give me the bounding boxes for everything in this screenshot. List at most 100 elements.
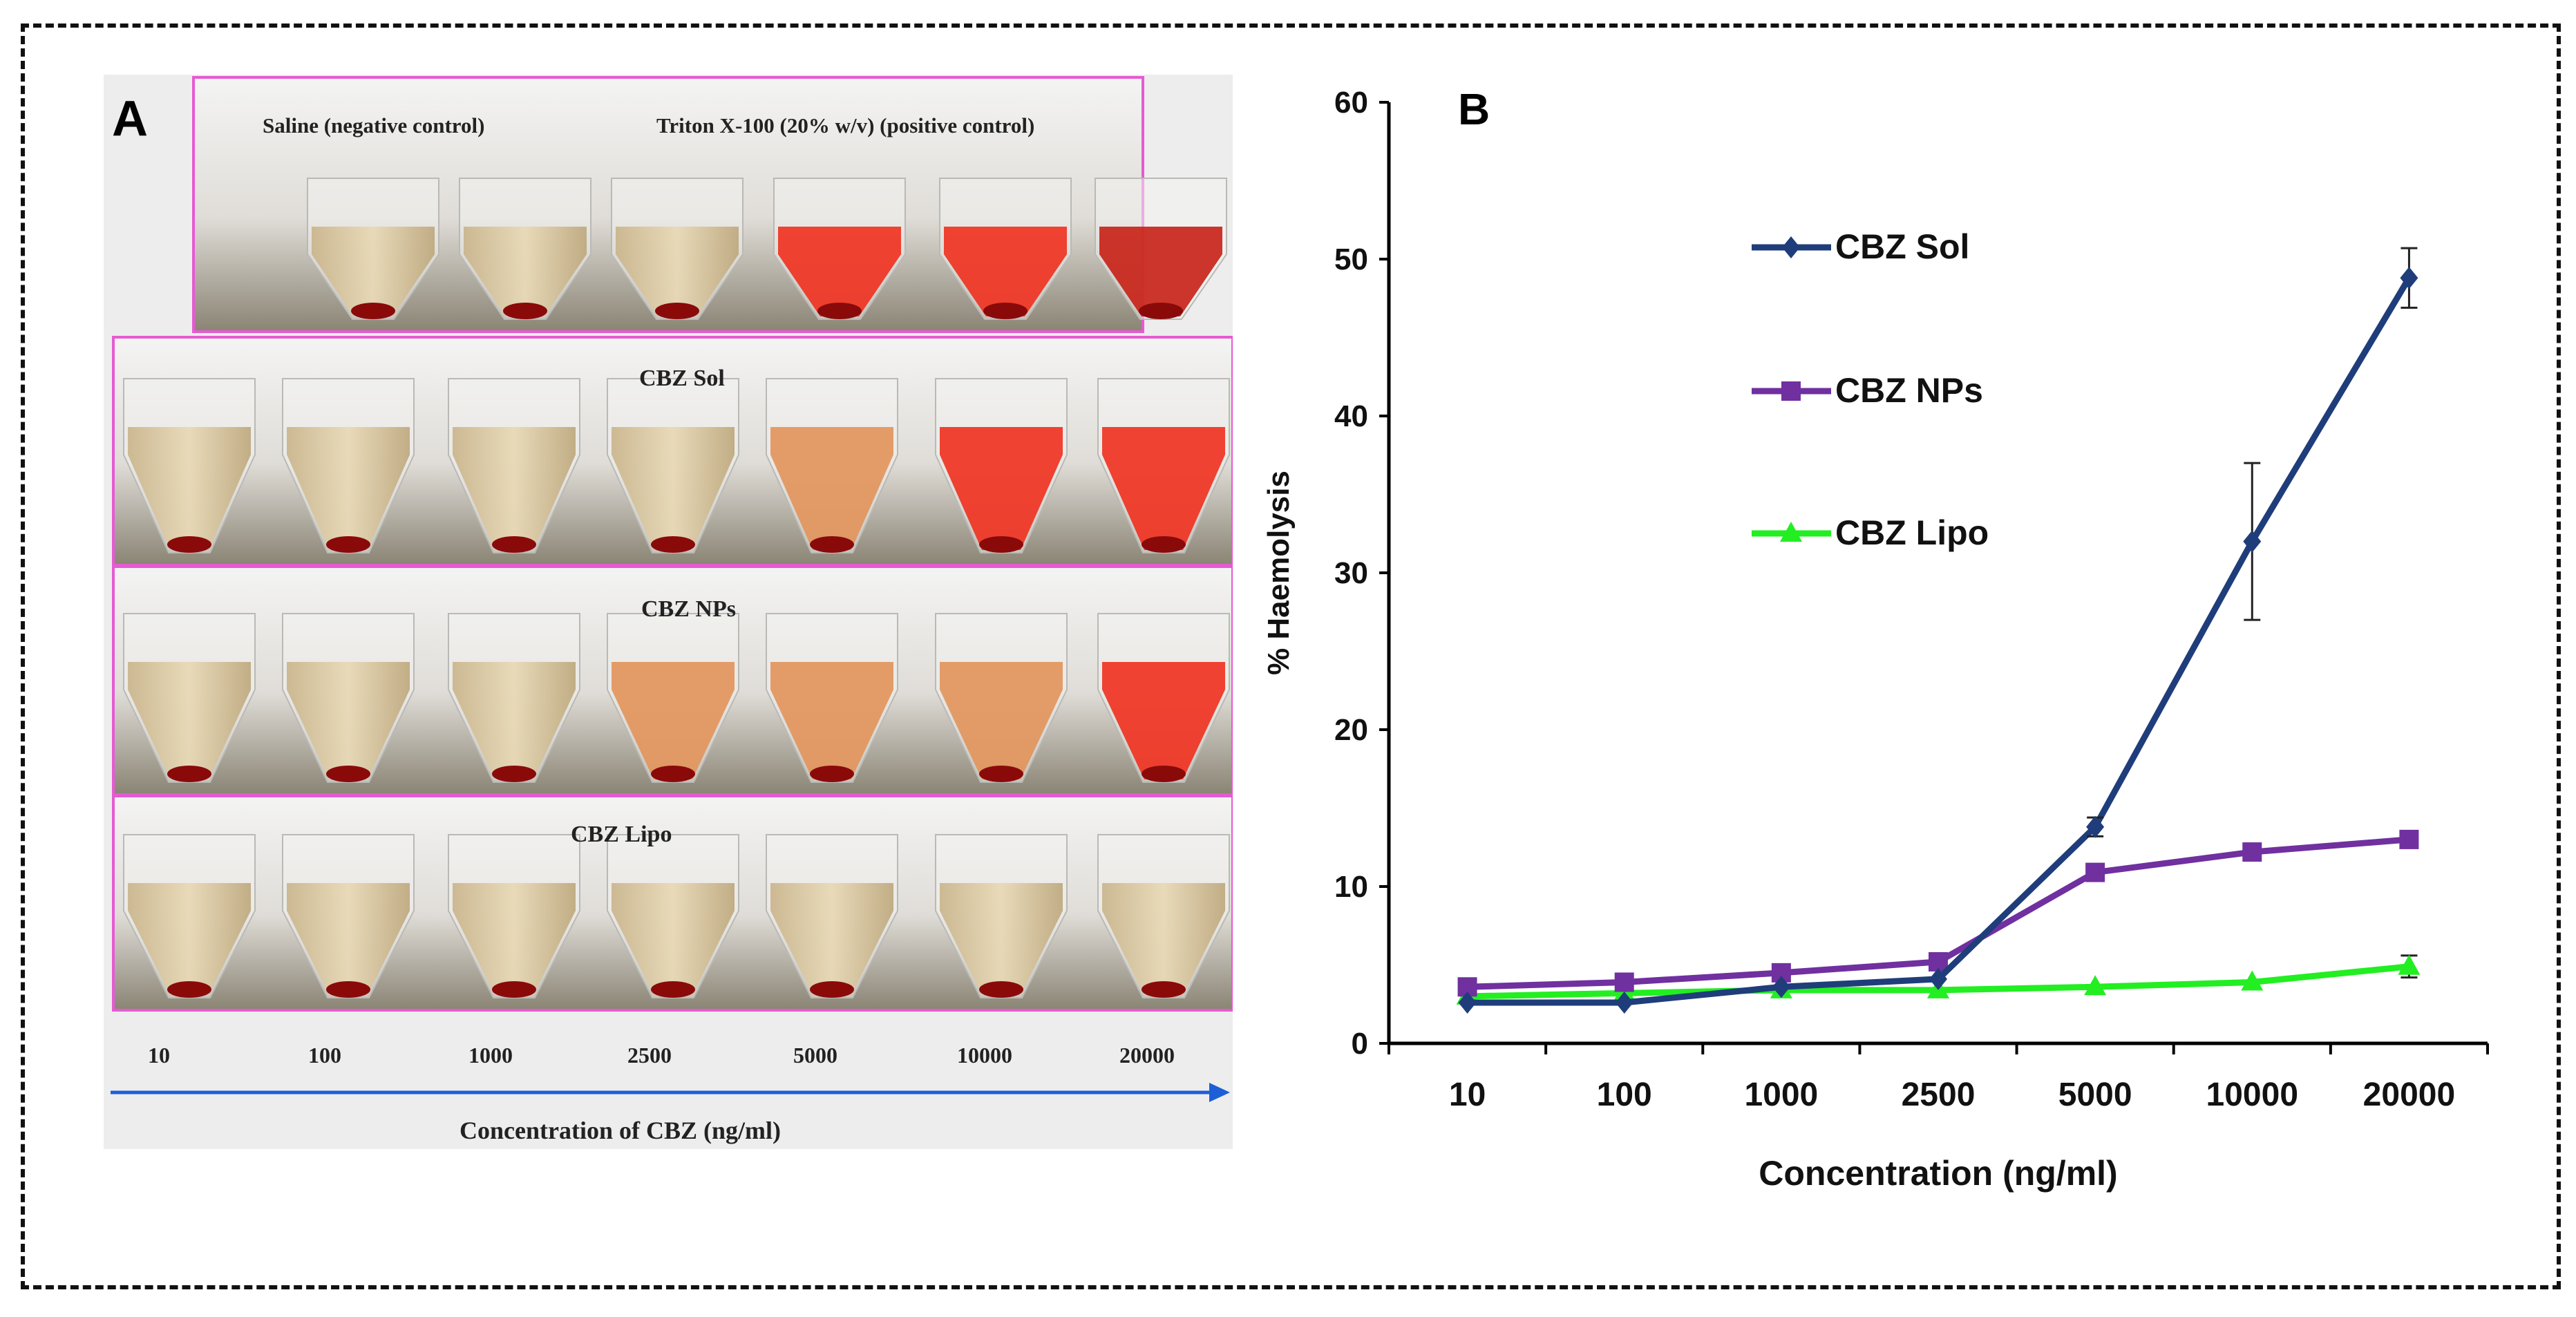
y-tick-label: 30	[1334, 556, 1368, 590]
cbz-nps-row-tube-liquid	[612, 662, 735, 779]
control-row-tube-liquid	[312, 227, 435, 316]
cbz-nps-row-pellet	[1142, 766, 1186, 782]
cbz-nps-row-pellet	[979, 766, 1023, 782]
x-tick-label: 10000	[2206, 1077, 2298, 1113]
panel-a-concentration-label: 100	[308, 1043, 341, 1068]
cbz-lipo-row-pellet	[1142, 981, 1186, 998]
cbz-nps-row-title: CBZ NPs	[641, 596, 736, 622]
y-tick-label: 50	[1334, 243, 1368, 276]
cbz-sol-point	[1929, 967, 1947, 990]
cbz-sol-row-tube-liquid	[940, 427, 1063, 550]
x-tick-label: 10	[1449, 1077, 1486, 1113]
cbz-nps-row-pellet	[492, 766, 536, 782]
control-row-tube-liquid	[616, 227, 739, 316]
panel-b-label: B	[1458, 84, 1490, 134]
cbz-sol-row-tube-liquid	[453, 427, 576, 550]
control-row-pellet	[351, 303, 395, 319]
panel-a-concentration-label: 2500	[627, 1043, 672, 1068]
panel-b-chart: B 0 10 20 30 40 50 60 10 100 1000 2500 5000 10000 200…	[1262, 84, 2489, 1193]
cbz-nps-row-tube-liquid	[1102, 662, 1225, 779]
panel-a-svg: A Saline (negative control) Triton X-100…	[111, 76, 1233, 1144]
cbz-nps-row-tube-liquid	[128, 662, 251, 779]
cbz-sol-row-pellet	[651, 536, 695, 553]
legend-cbz-nps-label: CBZ NPs	[1835, 371, 1983, 410]
y-axis-label: % Haemolysis	[1262, 471, 1296, 675]
cbz-sol-point	[2243, 530, 2262, 553]
panel-a-axis-label: Concentration of CBZ (ng/ml)	[460, 1117, 781, 1144]
cbz-nps-point	[2242, 842, 2262, 862]
cbz-lipo-point	[2084, 975, 2107, 996]
cbz-sol-point	[2400, 267, 2418, 290]
cbz-lipo-row-tube-liquid	[453, 883, 576, 995]
cbz-lipo-row-title: CBZ Lipo	[571, 822, 672, 847]
cbz-sol-point	[2086, 815, 2105, 838]
control-row-tube-liquid	[464, 227, 587, 316]
cbz-sol-row-pellet	[810, 536, 854, 553]
cbz-lipo-row-pellet	[167, 981, 211, 998]
cbz-sol-point	[1772, 976, 1790, 998]
cbz-sol-point	[1458, 991, 1477, 1014]
control-row-tube-liquid	[778, 227, 901, 316]
cbz-sol-row-tube-liquid	[287, 427, 410, 550]
cbz-nps-point	[1614, 972, 1634, 992]
cbz-sol-row-tube-liquid	[612, 427, 735, 550]
x-tick-label: 5000	[2058, 1077, 2132, 1113]
x-tick-label: 2500	[1902, 1077, 1976, 1113]
cbz-sol-row-pellet	[979, 536, 1023, 553]
legend-cbz-sol-marker	[1782, 236, 1800, 258]
cbz-nps-row-tube-liquid	[770, 662, 893, 779]
control-row-tube-liquid	[944, 227, 1067, 316]
cbz-lipo-row-tube-liquid	[287, 883, 410, 995]
panel-a-concentration-label: 10000	[957, 1043, 1012, 1068]
cbz-nps-row-pellet	[167, 766, 211, 782]
cbz-lipo-row-pellet	[492, 981, 536, 998]
legend-cbz-lipo-label: CBZ Lipo	[1835, 513, 1989, 552]
panel-a-label: A	[112, 91, 148, 146]
cbz-nps-row-tube-liquid	[453, 662, 576, 779]
cbz-lipo-row-tube-liquid	[128, 883, 251, 995]
panel-a-concentration-label: 10	[148, 1043, 170, 1068]
cbz-lipo-row-pellet	[979, 981, 1023, 998]
legend-cbz-lipo-marker	[1780, 522, 1802, 542]
control-row-pellet	[503, 303, 547, 319]
cbz-nps-row-pellet	[810, 766, 854, 782]
legend-cbz-sol-label: CBZ Sol	[1835, 227, 1969, 266]
concentration-arrow-head	[1209, 1083, 1230, 1102]
y-tick-label: 0	[1352, 1027, 1368, 1061]
control-row-tube-liquid	[1099, 227, 1222, 316]
cbz-sol-row-pellet	[326, 536, 370, 553]
legend-cbz-nps-marker	[1781, 381, 1801, 401]
cbz-lipo-point	[2241, 970, 2264, 991]
cbz-lipo-row-pellet	[810, 981, 854, 998]
cbz-sol-row-tube-liquid	[1102, 427, 1225, 550]
panel-a-concentration-label: 1000	[468, 1043, 513, 1068]
cbz-sol-row-tube-liquid	[128, 427, 251, 550]
control-row-pellet	[983, 303, 1027, 319]
cbz-nps-row-tube-liquid	[287, 662, 410, 779]
cbz-lipo-row-tube-liquid	[1102, 883, 1225, 995]
panel-a-concentration-label: 5000	[793, 1043, 837, 1068]
panel-a-concentration-label: 20000	[1119, 1043, 1175, 1068]
cbz-sol-point	[1615, 991, 1633, 1014]
cbz-lipo-row-tube-liquid	[940, 883, 1063, 995]
cbz-nps-row-tube-liquid	[940, 662, 1063, 779]
control-row-pellet	[1139, 303, 1183, 319]
cbz-lipo-point	[2398, 954, 2421, 975]
cbz-lipo-row-tube-liquid	[612, 883, 735, 995]
figure-frame	[21, 23, 2561, 1289]
x-tick-label: 1000	[1744, 1077, 1818, 1113]
negative-control-title: Saline (negative control)	[263, 113, 484, 138]
x-tick-label: 100	[1597, 1077, 1652, 1113]
y-tick-label: 40	[1334, 399, 1368, 433]
cbz-sol-row-pellet	[167, 536, 211, 553]
cbz-lipo-row-tube-liquid	[770, 883, 893, 995]
positive-control-title: Triton X-100 (20% w/v) (positive control…	[656, 113, 1034, 138]
cbz-lipo-row-pellet	[326, 981, 370, 998]
x-axis-label: Concentration (ng/ml)	[1759, 1154, 2117, 1193]
x-tick-label: 20000	[2363, 1077, 2455, 1113]
cbz-sol-row-tube-liquid	[770, 427, 893, 550]
y-tick-label: 10	[1334, 870, 1368, 904]
cbz-nps-point	[2085, 862, 2105, 882]
panel-a-photo: A Saline (negative control) Triton X-100…	[104, 75, 1233, 1149]
cbz-sol-row-title: CBZ Sol	[639, 366, 725, 391]
